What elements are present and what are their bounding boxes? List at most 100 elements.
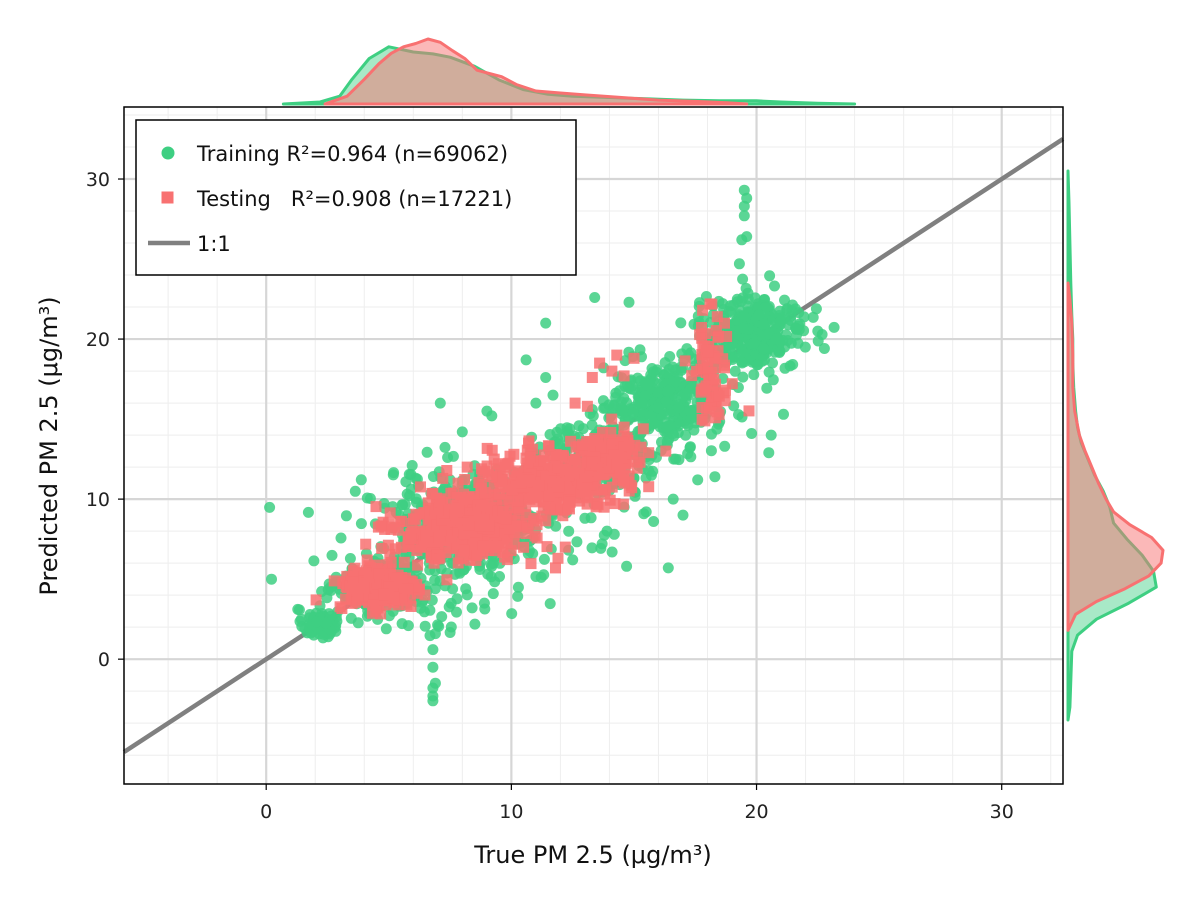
- testing-point: [481, 442, 493, 454]
- training-point: [705, 445, 717, 457]
- training-point: [767, 357, 778, 369]
- testing-point: [709, 362, 721, 374]
- testing-point: [575, 451, 587, 463]
- training-point: [402, 620, 414, 632]
- testing-point: [437, 472, 449, 484]
- testing-point: [598, 501, 610, 513]
- testing-point: [610, 466, 622, 478]
- training-point: [733, 258, 745, 270]
- testing-point: [422, 497, 434, 509]
- training-point: [767, 374, 779, 386]
- training-point: [320, 617, 332, 629]
- testing-point: [559, 541, 571, 553]
- testing-point: [504, 523, 515, 535]
- testing-point: [586, 372, 598, 383]
- training-point: [737, 346, 748, 358]
- testing-point: [346, 583, 358, 594]
- testing-point: [427, 488, 439, 500]
- training-point: [725, 306, 737, 318]
- testing-point: [453, 502, 465, 514]
- testing-point: [618, 370, 630, 382]
- training-point: [728, 400, 740, 412]
- training-point: [335, 532, 347, 544]
- training-point: [627, 407, 639, 419]
- training-point: [326, 549, 338, 561]
- training-point: [737, 371, 749, 383]
- testing-point: [702, 346, 714, 358]
- training-point: [427, 661, 439, 673]
- training-point: [652, 402, 664, 414]
- testing-point: [451, 516, 463, 528]
- testing-point: [701, 404, 713, 416]
- training-point: [396, 499, 408, 511]
- testing-point: [478, 514, 490, 525]
- testing-point: [595, 442, 607, 454]
- training-point: [773, 347, 785, 358]
- testing-point: [557, 510, 569, 522]
- testing-point: [459, 494, 471, 505]
- testing-point: [623, 470, 635, 482]
- training-point: [662, 562, 674, 574]
- testing-point: [419, 589, 431, 601]
- training-point: [737, 273, 749, 285]
- testing-point: [545, 450, 556, 462]
- testing-point: [456, 537, 468, 549]
- testing-point: [521, 444, 533, 456]
- training-point: [571, 536, 583, 548]
- testing-point: [522, 522, 534, 534]
- training-point: [758, 343, 770, 355]
- testing-point: [389, 521, 400, 533]
- training-point: [292, 603, 304, 615]
- training-point: [799, 341, 811, 353]
- testing-point: [328, 575, 340, 587]
- training-point: [544, 598, 556, 610]
- testing-point: [597, 426, 608, 438]
- training-point: [429, 677, 441, 689]
- testing-point: [482, 497, 494, 509]
- training-point: [778, 408, 789, 420]
- training-point: [429, 574, 441, 586]
- training-point: [427, 644, 439, 656]
- testing-point: [477, 540, 489, 552]
- training-point: [419, 620, 431, 632]
- testing-point: [571, 486, 583, 498]
- testing-point: [496, 474, 508, 486]
- training-point: [807, 311, 819, 323]
- testing-point: [516, 520, 528, 532]
- testing-point: [608, 449, 620, 461]
- testing-point: [603, 462, 615, 474]
- testing-point: [483, 520, 495, 532]
- testing-point: [488, 481, 500, 492]
- training-point: [732, 296, 743, 308]
- testing-point: [543, 490, 555, 502]
- training-point: [737, 322, 749, 334]
- testing-point: [710, 352, 722, 364]
- training-point: [387, 469, 399, 481]
- testing-point: [363, 572, 375, 583]
- testing-point: [476, 478, 488, 490]
- testing-point: [590, 501, 602, 513]
- testing-point: [618, 421, 630, 433]
- plot-frame: [123, 106, 1064, 785]
- testing-point: [551, 503, 563, 515]
- testing-point: [468, 493, 479, 505]
- training-point: [663, 420, 675, 432]
- training-point: [681, 343, 693, 355]
- testing-point: [573, 462, 585, 474]
- training-point: [736, 234, 748, 246]
- training-point: [547, 389, 559, 401]
- testing-point: [584, 446, 596, 457]
- testing-point: [581, 400, 593, 412]
- training-point: [461, 589, 473, 601]
- testing-point: [629, 439, 641, 451]
- testing-point: [679, 355, 691, 367]
- testing-point: [472, 499, 484, 511]
- testing-point: [488, 453, 500, 465]
- y-tick-label: 20: [86, 329, 110, 351]
- training-point: [729, 365, 741, 377]
- training-point: [530, 397, 542, 409]
- testing-point: [501, 537, 513, 549]
- x-tick-label: 30: [990, 801, 1014, 823]
- testing-point: [569, 453, 581, 465]
- testing-point: [611, 459, 623, 470]
